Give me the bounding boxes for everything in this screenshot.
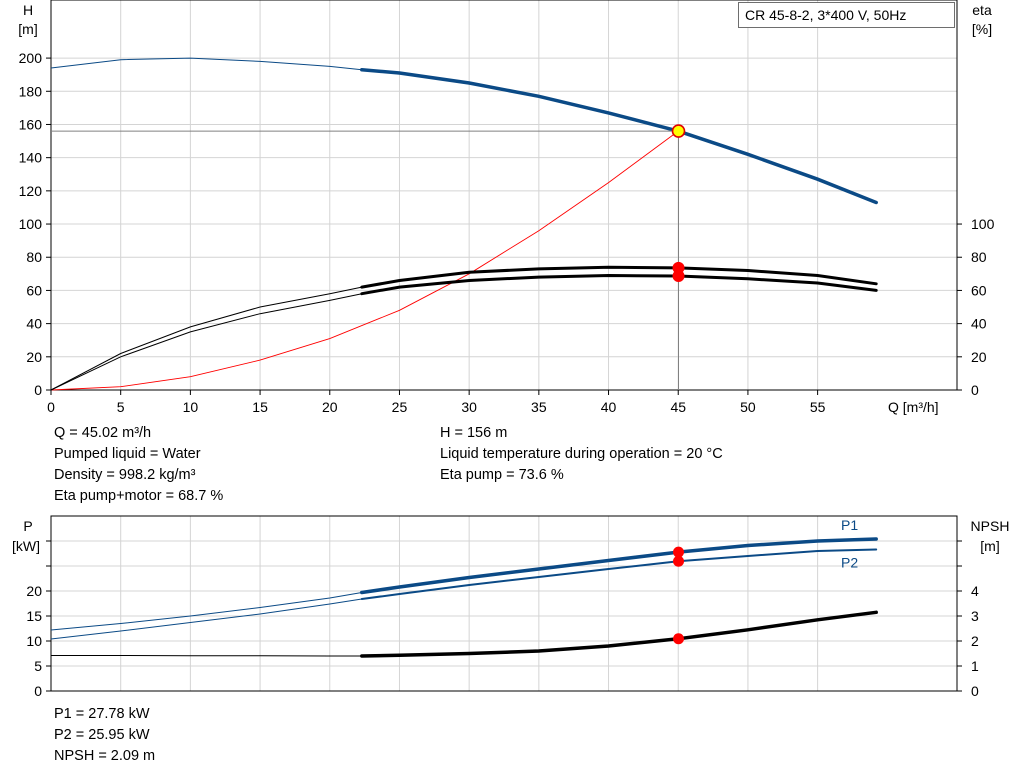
head-efficiency-chart: 0 20 40 60 80 100 120 140 160 180 200 0 20 40 60 80 100 0… [18, 0, 995, 415]
legend-p1: P1 [841, 517, 858, 533]
npsh-curve-extrapolated [51, 655, 362, 657]
y-tick-label-left: 160 [19, 116, 43, 132]
y-tick-label-right: 3 [971, 608, 979, 624]
plot-area [50, 515, 958, 692]
npsh-marker [673, 633, 685, 645]
info-head: H = 156 m [440, 425, 508, 441]
x-tick-label: 35 [531, 399, 547, 415]
y-tick-label-right: 2 [971, 633, 979, 649]
eta-pump-curve [360, 265, 878, 289]
y-tick-label-left: 80 [26, 249, 42, 265]
p2-curve-extrapolated [50, 598, 362, 640]
x-tick-label: 40 [601, 399, 617, 415]
y-tick-label-left: 15 [26, 608, 42, 624]
p2-marker [673, 555, 685, 567]
eta-total-curve-extrapolated [50, 293, 362, 391]
y-axis-label-right: NPSH [971, 518, 1010, 534]
y-axis-label-right: eta [972, 2, 992, 18]
y-tick-label-left: 10 [26, 633, 42, 649]
y-tick-label-right: 1 [971, 658, 979, 674]
y-tick-label-left: 0 [34, 683, 42, 699]
y-tick-label-left: 100 [19, 216, 43, 232]
head-curve-extrapolated [50, 57, 362, 71]
p1-curve-extrapolated [50, 592, 362, 631]
plot-frame [50, 515, 958, 692]
p1-marker [673, 546, 685, 558]
y-axis-unit-left: [m] [18, 21, 37, 37]
x-tick-label: 10 [183, 399, 199, 415]
x-axis-label: Q [m³/h] [888, 399, 939, 415]
x-tick-label: 5 [117, 399, 125, 415]
y-tick-label-right: 4 [971, 583, 979, 599]
y-tick-label-right: 20 [971, 349, 987, 365]
x-tick-label: 45 [670, 399, 686, 415]
plot-area [50, 0, 958, 391]
y-tick-label-left: 120 [19, 183, 43, 199]
info-npsh: NPSH = 2.09 m [54, 748, 156, 764]
y-tick-label-left: 5 [34, 658, 42, 674]
y-tick-label-left: 60 [26, 282, 42, 298]
head-curve [360, 67, 878, 205]
info-panel-right: H = 156 m Liquid temperature during oper… [440, 423, 723, 486]
y-tick-label-left: 180 [19, 83, 43, 99]
info-eta-pump: Eta pump = 73.6 % [440, 467, 564, 483]
x-tick-label: 0 [47, 399, 55, 415]
y-tick-label-right: 0 [971, 382, 979, 398]
y-axis-label-left: P [23, 518, 32, 534]
info-flow: Q = 45.02 m³/h [54, 425, 152, 441]
info-panel-left: Q = 45.02 m³/h Pumped liquid = Water Den… [54, 423, 223, 507]
system-curve [50, 130, 679, 391]
info-eta-total: Eta pump+motor = 68.7 % [54, 488, 224, 504]
p1-curve [360, 537, 878, 595]
operating-point-marker [671, 124, 686, 138]
y-axis-label-left: H [23, 2, 33, 18]
x-tick-label: 50 [740, 399, 756, 415]
p2-curve [360, 548, 878, 600]
x-tick-label: 55 [810, 399, 826, 415]
info-density: Density = 998.2 kg/m³ [54, 467, 196, 483]
y-tick-label-right: 80 [971, 249, 987, 265]
y-axis-unit-right: [m] [980, 538, 999, 554]
info-p2: P2 = 25.95 kW [54, 727, 150, 743]
y-tick-label-right: 0 [971, 683, 979, 699]
y-tick-label-left: 20 [26, 583, 42, 599]
info-temperature: Liquid temperature during operation = 20… [440, 446, 723, 462]
info-p1: P1 = 27.78 kW [54, 706, 150, 722]
info-liquid: Pumped liquid = Water [54, 446, 201, 462]
x-tick-label: 20 [322, 399, 338, 415]
eta-total-marker [672, 269, 685, 282]
plot-frame [50, 0, 958, 391]
power-npsh-chart: 0 5 10 15 20 0 1 2 3 4 P [kW] NPSH [m] P1 P2 [12, 515, 1010, 699]
y-tick-label-left: 40 [26, 316, 42, 332]
y-tick-label-right: 60 [971, 282, 987, 298]
y-tick-label-left: 20 [26, 349, 42, 365]
y-tick-label-right: 40 [971, 316, 987, 332]
eta-pump-curve-extrapolated [50, 286, 362, 391]
chart-title: CR 45-8-2, 3*400 V, 50Hz [738, 2, 955, 28]
info-panel-bottom: P1 = 27.78 kW P2 = 25.95 kW NPSH = 2.09 … [54, 704, 155, 767]
y-tick-label-left: 0 [34, 382, 42, 398]
y-axis-unit-left: [kW] [12, 538, 40, 554]
y-tick-label-left: 200 [19, 50, 43, 66]
npsh-curve [360, 610, 878, 658]
legend-p2: P2 [841, 555, 858, 571]
y-tick-label-right: 100 [971, 216, 995, 232]
eta-total-curve [360, 273, 878, 296]
y-tick-label-left: 140 [19, 150, 43, 166]
x-tick-label: 25 [392, 399, 408, 415]
x-tick-label: 30 [461, 399, 477, 415]
y-axis-unit-right: [%] [972, 21, 992, 37]
x-tick-label: 15 [252, 399, 268, 415]
